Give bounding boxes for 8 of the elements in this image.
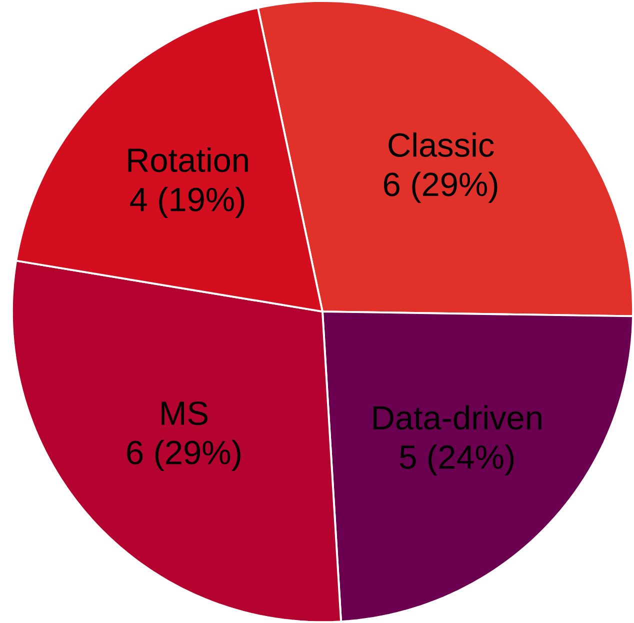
slice-label: Data-driven <box>374 405 542 430</box>
data-label: 6 (29%) <box>384 172 498 203</box>
data-label: 5 (24%) <box>400 444 514 476</box>
slice-label: MS <box>162 401 208 426</box>
data-label: 4 (19%) <box>130 186 244 218</box>
slice-label: Classic <box>388 132 494 157</box>
slice-label: Rotation <box>128 147 248 172</box>
data-label: 6 (29%) <box>127 440 240 471</box>
